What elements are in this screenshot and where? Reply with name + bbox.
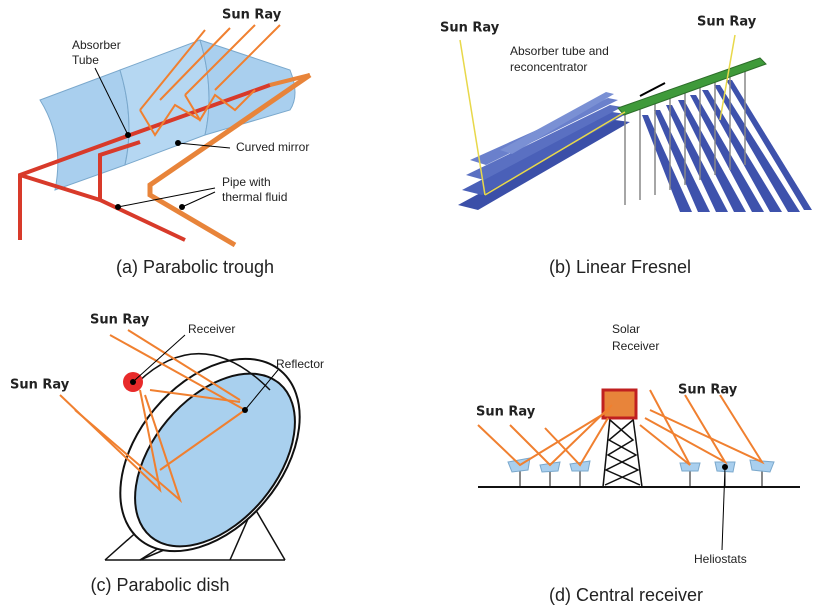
label: Sun Ray — [440, 21, 500, 36]
sun-ray — [545, 418, 608, 465]
label: Sun Ray — [476, 405, 536, 420]
label: Reflector — [276, 357, 324, 371]
label: thermal fluid — [222, 190, 287, 204]
shape — [40, 70, 129, 190]
shape — [20, 175, 185, 240]
shape — [603, 390, 636, 418]
caption: (a) Parabolic trough — [116, 257, 274, 277]
caption: (d) Central receiver — [549, 585, 703, 605]
label: reconcentrator — [510, 60, 587, 74]
linear-fresnel: Sun Ray Sun Ray Absorber tube and reconc… — [440, 15, 812, 277]
label: Curved mirror — [236, 140, 309, 154]
shape — [182, 192, 215, 207]
shape — [603, 418, 610, 487]
label: Sun Ray — [90, 313, 150, 328]
central-receiver: Solar Receiver Sun Ray Sun Ray Heliostat… — [476, 322, 800, 605]
shape — [603, 418, 642, 487]
shape — [722, 467, 725, 550]
label: Sun Ray — [222, 8, 282, 23]
label: Sun Ray — [678, 383, 738, 398]
sun-ray — [640, 390, 690, 465]
label: Sun Ray — [697, 15, 757, 30]
diagram: Sun Ray Absorber Tube Curved mirror Pipe… — [0, 0, 815, 607]
caption: (c) Parabolic dish — [90, 575, 229, 595]
shape — [508, 458, 774, 472]
shape — [460, 40, 485, 195]
label: Sun Ray — [10, 378, 70, 393]
label: Solar — [612, 322, 640, 336]
caption: (b) Linear Fresnel — [549, 257, 691, 277]
shape — [633, 418, 642, 487]
label: Receiver — [188, 322, 235, 336]
shape — [540, 462, 560, 472]
parabolic-dish: Sun Ray Sun Ray Receiver Reflector (c) P… — [10, 313, 336, 595]
label: Absorber — [72, 38, 121, 52]
label: Heliostats — [694, 552, 747, 566]
parabolic-trough: Sun Ray Absorber Tube Curved mirror Pipe… — [20, 8, 310, 277]
label: Receiver — [612, 339, 659, 353]
label: Pipe with — [222, 175, 271, 189]
label: Absorber tube and — [510, 44, 609, 58]
label: Tube — [72, 53, 99, 67]
